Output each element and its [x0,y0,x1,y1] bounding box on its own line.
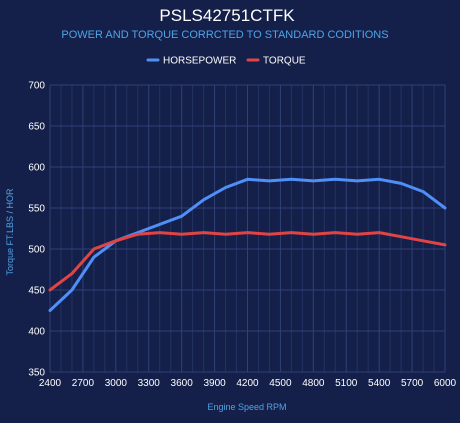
x-tick-label: 3000 [105,378,128,389]
y-axis-title: Torque FT.LBS / HOR [5,188,15,276]
y-axis-ticks: 350 400 450 500 550 600 650 700 [28,81,45,379]
y-tick-label: 350 [28,368,45,379]
legend-label-torque: TORQUE [263,56,306,67]
horsepower-point [180,215,183,218]
torque-point [180,233,183,236]
y-tick-label: 600 [28,163,45,174]
legend-label-horsepower: HORSEPOWER [163,56,236,67]
torque-point [377,231,381,234]
horsepower-point [312,179,315,183]
torque-point [246,231,249,234]
torque-point [421,239,425,242]
y-tick-label: 650 [28,122,45,133]
y-tick-label: 450 [28,286,45,297]
torque-point [443,243,447,247]
torque-point [268,233,271,236]
torque-point [334,231,337,234]
horsepower-point [268,179,271,183]
torque-point [48,288,52,292]
y-tick-label: 700 [28,81,45,92]
horsepower-point [70,288,74,292]
torque-point [70,272,74,275]
x-tick-label: 5700 [401,378,424,389]
x-tick-label: 3900 [203,378,226,389]
horsepower-point [399,182,403,185]
torque-point [202,231,205,234]
horsepower-point [356,179,359,183]
x-tick-label: 6000 [434,378,457,389]
horsepower-point [290,178,293,181]
x-tick-label: 4500 [269,378,292,389]
plot-area [48,177,447,312]
grid [49,84,446,373]
x-tick-label: 3600 [171,378,194,389]
horsepower-point [48,309,52,312]
horsepower-point [421,190,425,193]
horsepower-point [443,206,447,210]
torque-point [399,235,403,238]
x-tick-label: 4800 [302,378,325,389]
horsepower-point [246,178,249,181]
y-tick-label: 500 [28,245,45,256]
chart-subtitle: POWER AND TORQUE CORRCTED TO STANDARD CO… [61,29,388,41]
torque-point [356,233,359,236]
y-tick-label: 400 [28,327,45,338]
horsepower-point [334,178,337,181]
x-tick-label: 2400 [39,378,62,389]
x-tick-label: 4200 [236,378,259,389]
horsepower-point [377,178,381,181]
torque-point [312,233,315,236]
x-axis-ticks: 2400 2700 3000 3300 3600 3900 4200 4500 4800 5100… [39,378,457,389]
horsepower-point [158,223,161,226]
x-tick-label: 5400 [368,378,391,389]
torque-point [114,239,118,242]
torque-point [224,233,227,236]
x-tick-label: 3300 [138,378,161,389]
torque-point [136,233,139,236]
legend: HORSEPOWER TORQUE [146,56,306,67]
torque-point [158,231,161,234]
horsepower-point [224,186,227,189]
y-tick-label: 550 [28,204,45,215]
x-axis-title: Engine Speed RPM [207,402,286,412]
x-tick-label: 2700 [72,378,95,389]
torque-point [92,247,96,251]
horsepower-point [202,198,205,201]
chart-title: PSLS42751CTFK [159,6,295,25]
torque-point [290,231,293,234]
x-tick-label: 5100 [335,378,358,389]
horsepower-point [92,256,96,259]
